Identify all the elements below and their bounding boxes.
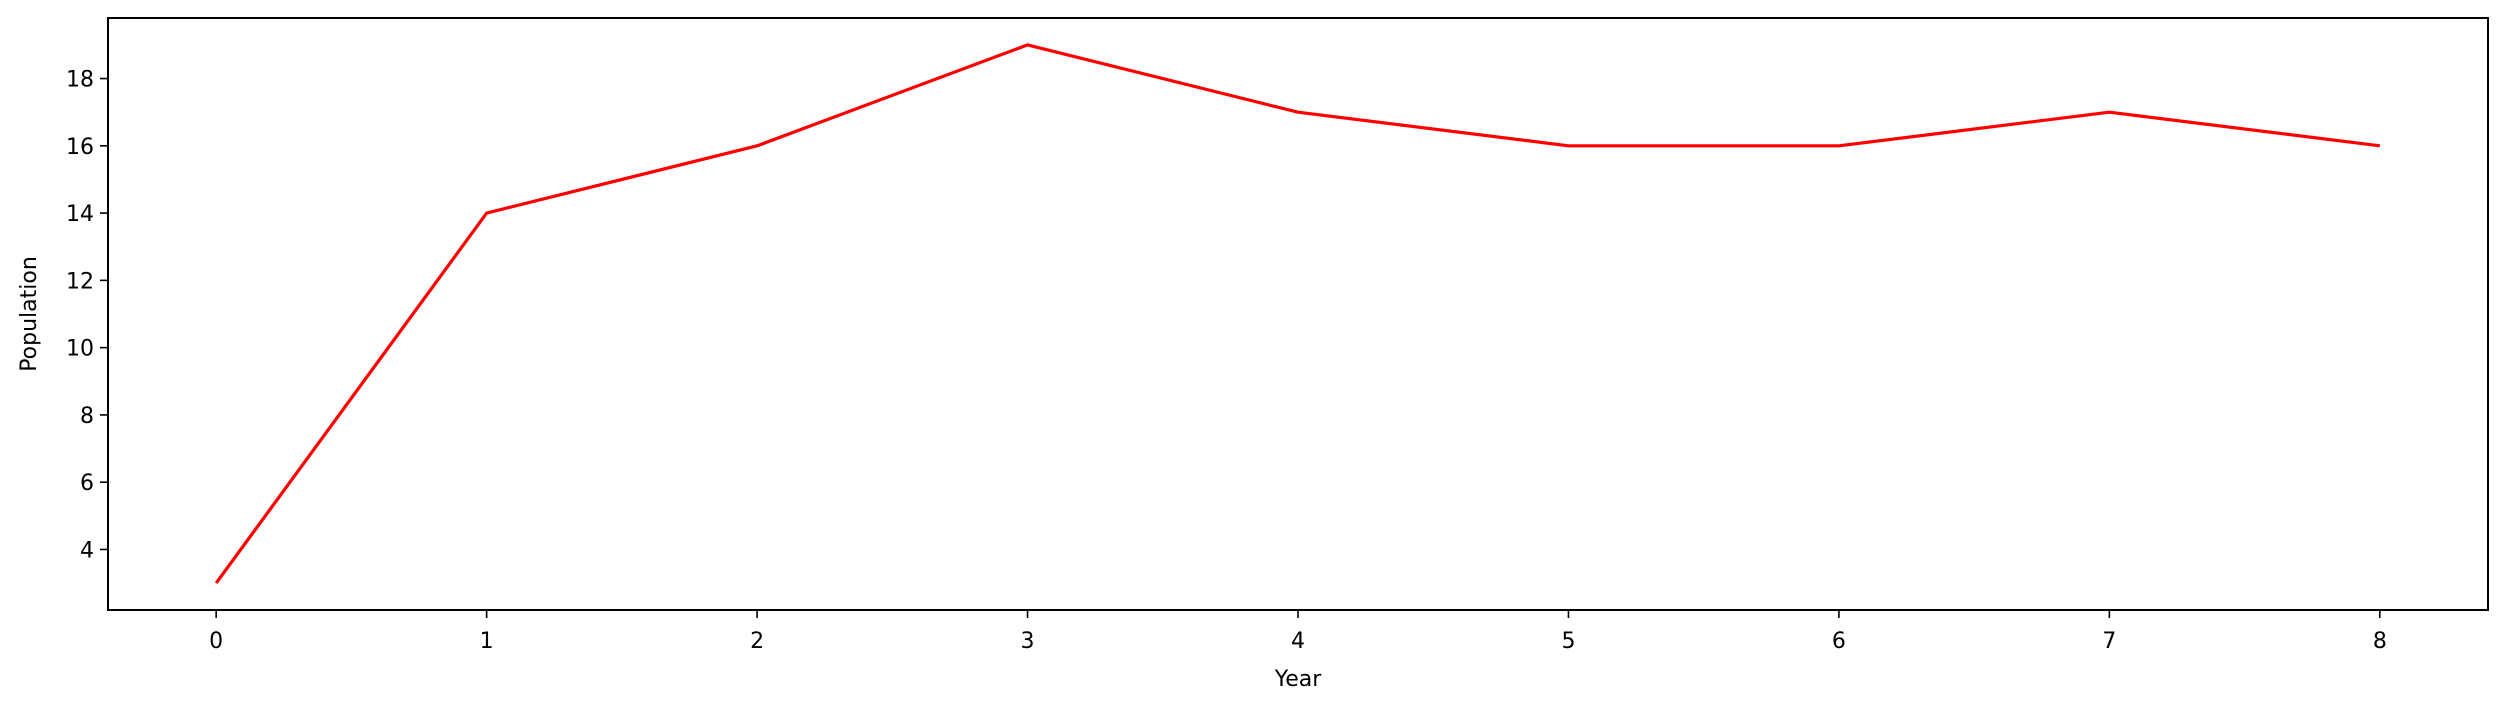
y-tick-label: 6 [80, 471, 94, 496]
x-tick-label: 2 [750, 629, 764, 654]
x-tick-label: 4 [1291, 629, 1305, 654]
y-axis-label: Population [17, 256, 42, 372]
x-tick-label: 1 [480, 629, 494, 654]
x-tick-label: 8 [2373, 629, 2387, 654]
x-tick-label: 3 [1021, 629, 1035, 654]
x-tick-label: 6 [1832, 629, 1846, 654]
series-line [214, 43, 2381, 585]
x-tick-label: 5 [1561, 629, 1575, 654]
x-tick-label: 0 [209, 629, 223, 654]
x-axis-label: Year [1274, 667, 1323, 692]
x-axis-ticks: 0 1 2 3 4 5 6 7 8 [209, 610, 2387, 654]
y-tick-label: 12 [66, 269, 94, 294]
x-tick-label: 7 [2102, 629, 2116, 654]
series-layer [214, 43, 2381, 585]
plot-frame [107, 17, 2489, 611]
y-axis-ticks: 4 6 8 10 12 14 16 18 [66, 68, 108, 563]
y-tick-label: 8 [80, 404, 94, 429]
y-tick-label: 18 [66, 68, 94, 93]
y-tick-label: 14 [66, 202, 94, 227]
y-tick-label: 16 [66, 135, 94, 160]
y-tick-label: 10 [66, 337, 94, 362]
y-tick-label: 4 [80, 538, 94, 563]
